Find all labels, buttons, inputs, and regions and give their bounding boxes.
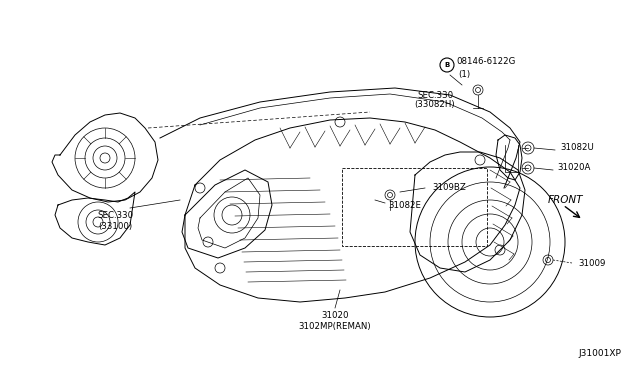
Text: SEC.330: SEC.330: [97, 211, 133, 219]
Bar: [342, 168, 487, 246]
Text: J31001XP: J31001XP: [579, 350, 621, 359]
Text: 31082U: 31082U: [560, 144, 594, 153]
Text: B: B: [444, 62, 450, 68]
Text: 3109BZ: 3109BZ: [432, 183, 466, 192]
Text: (1): (1): [458, 70, 470, 78]
Text: 08146-6122G: 08146-6122G: [456, 58, 515, 67]
Text: (33082H): (33082H): [415, 100, 455, 109]
Text: FRONT: FRONT: [548, 195, 584, 205]
Text: SEC.330: SEC.330: [417, 90, 453, 99]
Text: 31020A: 31020A: [557, 164, 590, 173]
Text: 3102MP(REMAN): 3102MP(REMAN): [299, 321, 371, 330]
Text: 31082E: 31082E: [388, 201, 421, 209]
Text: 31020: 31020: [321, 311, 349, 320]
Text: 31009: 31009: [578, 259, 605, 267]
Text: (33100): (33100): [98, 221, 132, 231]
